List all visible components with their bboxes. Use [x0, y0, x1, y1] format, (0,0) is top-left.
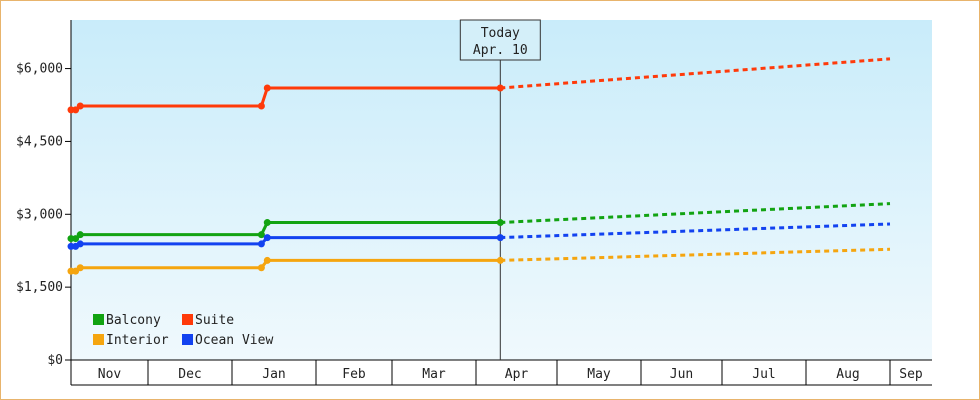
data-point: [72, 235, 80, 243]
legend-swatch: [93, 334, 104, 345]
data-point: [496, 234, 504, 242]
y-tick-label: $4,500: [16, 134, 63, 149]
series-forecast-1: [500, 57, 891, 90]
today-date: Apr. 10: [473, 43, 528, 58]
data-point: [496, 256, 504, 264]
data-point: [496, 84, 504, 92]
legend-swatch: [182, 314, 193, 325]
y-tick-label: $6,000: [16, 62, 63, 77]
x-axis: Nov Dec Jan Feb Mar Apr May Jun Jul Aug Sep: [70, 359, 932, 386]
series-forecast-0: [500, 202, 891, 225]
data-point: [263, 256, 271, 264]
data-point: [257, 264, 265, 272]
y-axis: $0 $1,500 $3,000 $4,500 $6,000: [16, 20, 72, 368]
series-layer: [67, 57, 891, 275]
data-point: [76, 231, 84, 239]
data-point: [263, 84, 271, 92]
x-tick-label: Jun: [670, 367, 693, 382]
legend-label: Balcony: [106, 313, 161, 328]
series-forecast-2: [500, 247, 891, 262]
data-point: [257, 240, 265, 248]
data-point: [76, 264, 84, 272]
y-tick-label: $1,500: [16, 280, 63, 295]
data-point: [72, 106, 80, 114]
data-point: [263, 219, 271, 227]
today-callout-box: [459, 19, 541, 61]
x-tick-label: Dec: [178, 367, 201, 382]
legend-swatch: [182, 334, 193, 345]
y-tick-label: $0: [47, 353, 63, 368]
today-label: Today: [481, 26, 520, 41]
x-tick-label: Jul: [752, 367, 775, 382]
data-point: [76, 102, 84, 110]
plot-background: [71, 20, 932, 360]
legend-label: Suite: [195, 313, 234, 328]
x-tick-label: May: [587, 367, 611, 382]
legend-label: Interior: [106, 333, 169, 348]
today-marker: Today Apr. 10: [459, 19, 541, 360]
data-point: [263, 234, 271, 242]
x-tick-label: Mar: [422, 367, 446, 382]
x-tick-label: Nov: [98, 367, 122, 382]
legend-swatch: [93, 314, 104, 325]
x-tick-label: Feb: [342, 367, 366, 382]
data-point: [76, 240, 84, 248]
data-point: [496, 219, 504, 227]
x-tick-label: Sep: [899, 367, 923, 382]
y-tick-label: $3,000: [16, 207, 63, 222]
x-tick-label: Apr: [505, 367, 529, 382]
data-point: [257, 231, 265, 239]
legend: Balcony Suite Interior Ocean View: [93, 313, 273, 348]
legend-label: Ocean View: [195, 333, 273, 348]
x-tick-label: Jan: [262, 367, 285, 382]
series-forecast-3: [500, 222, 891, 240]
data-point: [257, 102, 265, 110]
x-tick-label: Aug: [836, 367, 859, 382]
